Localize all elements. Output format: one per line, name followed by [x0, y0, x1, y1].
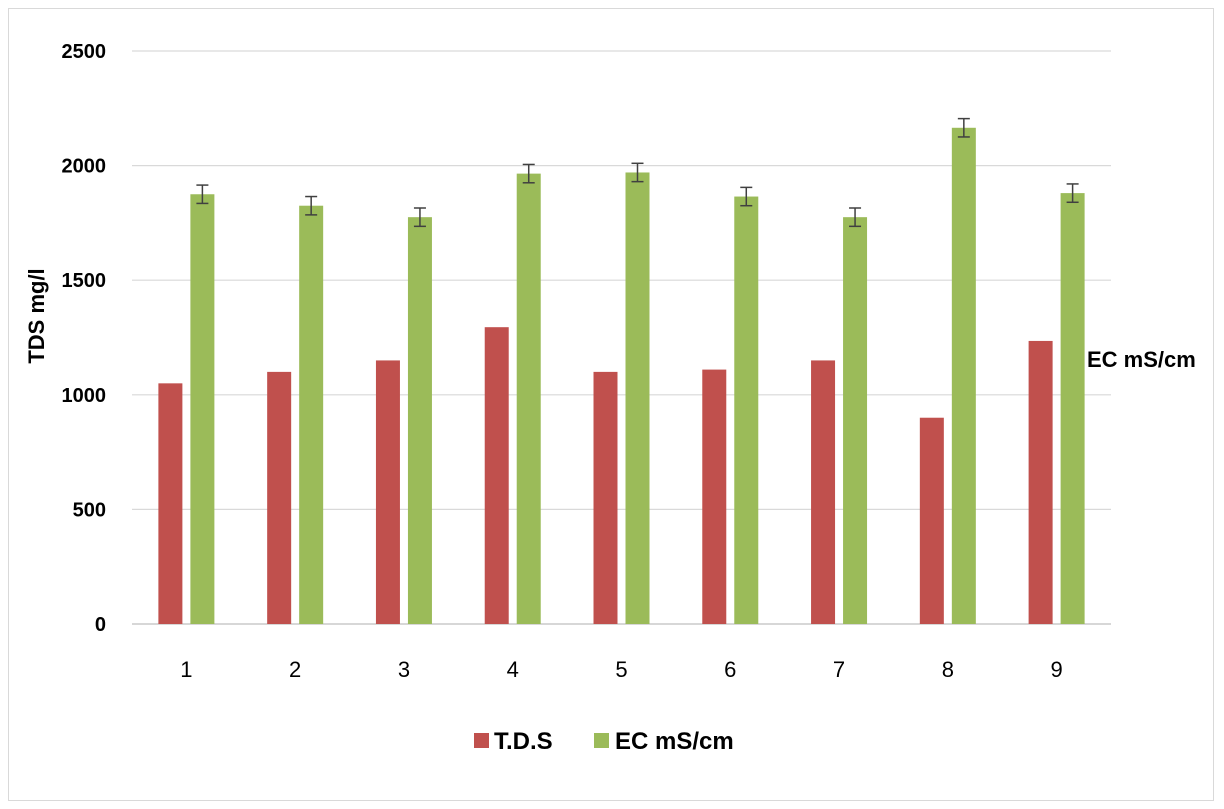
x-tick-label: 3 — [398, 657, 410, 682]
ec-bar — [1060, 193, 1085, 624]
tds-bar — [1028, 340, 1053, 624]
y-tick-label: 2000 — [62, 156, 107, 178]
x-tick-label: 8 — [942, 657, 954, 682]
bars — [158, 127, 1085, 625]
tds-bar — [919, 417, 944, 624]
tds-bar — [811, 360, 836, 624]
tds-bar — [593, 371, 618, 624]
ec-bar — [734, 196, 759, 625]
y-tick-label: 0 — [95, 614, 106, 636]
x-tick-label: 7 — [833, 657, 845, 682]
legend-swatch — [474, 733, 489, 748]
ec-bar — [299, 205, 324, 624]
y-tick-label: 1000 — [62, 385, 107, 407]
gridlines — [132, 50, 1111, 625]
tds-bar — [375, 360, 400, 624]
ec-bar — [516, 173, 541, 624]
legend: T.D.S EC mS/cm — [474, 728, 734, 755]
tds-bar — [158, 383, 183, 624]
y-axis-title: TDS mg/l — [24, 268, 49, 363]
x-tick-label: 5 — [615, 657, 627, 682]
x-tick-label: 1 — [180, 657, 192, 682]
error-bars — [196, 117, 1079, 228]
y-tick-label: 1500 — [62, 270, 107, 292]
legend-swatch — [594, 733, 609, 748]
x-axis-ticks: 1 2 3 4 5 6 7 8 9 — [180, 657, 1062, 682]
y-axis-ticks: 0 500 1000 1500 2000 2500 — [62, 41, 107, 636]
ec-bar — [407, 217, 432, 625]
y-tick-label: 500 — [73, 499, 106, 521]
ec-bar — [843, 217, 868, 625]
legend-label: T.D.S — [494, 728, 553, 755]
x-tick-label: 9 — [1050, 657, 1062, 682]
ec-bar — [190, 194, 215, 624]
tds-bar — [267, 371, 292, 624]
y-tick-label: 2500 — [62, 41, 107, 63]
tds-bar — [484, 327, 509, 624]
x-tick-label: 6 — [724, 657, 736, 682]
x-tick-label: 4 — [507, 657, 519, 682]
tds-bar — [702, 369, 727, 624]
legend-label: EC mS/cm — [615, 728, 734, 755]
ec-bar — [951, 127, 976, 625]
secondary-axis-title: EC mS/cm — [1087, 347, 1196, 372]
x-tick-label: 2 — [289, 657, 301, 682]
ec-bar — [625, 172, 650, 624]
